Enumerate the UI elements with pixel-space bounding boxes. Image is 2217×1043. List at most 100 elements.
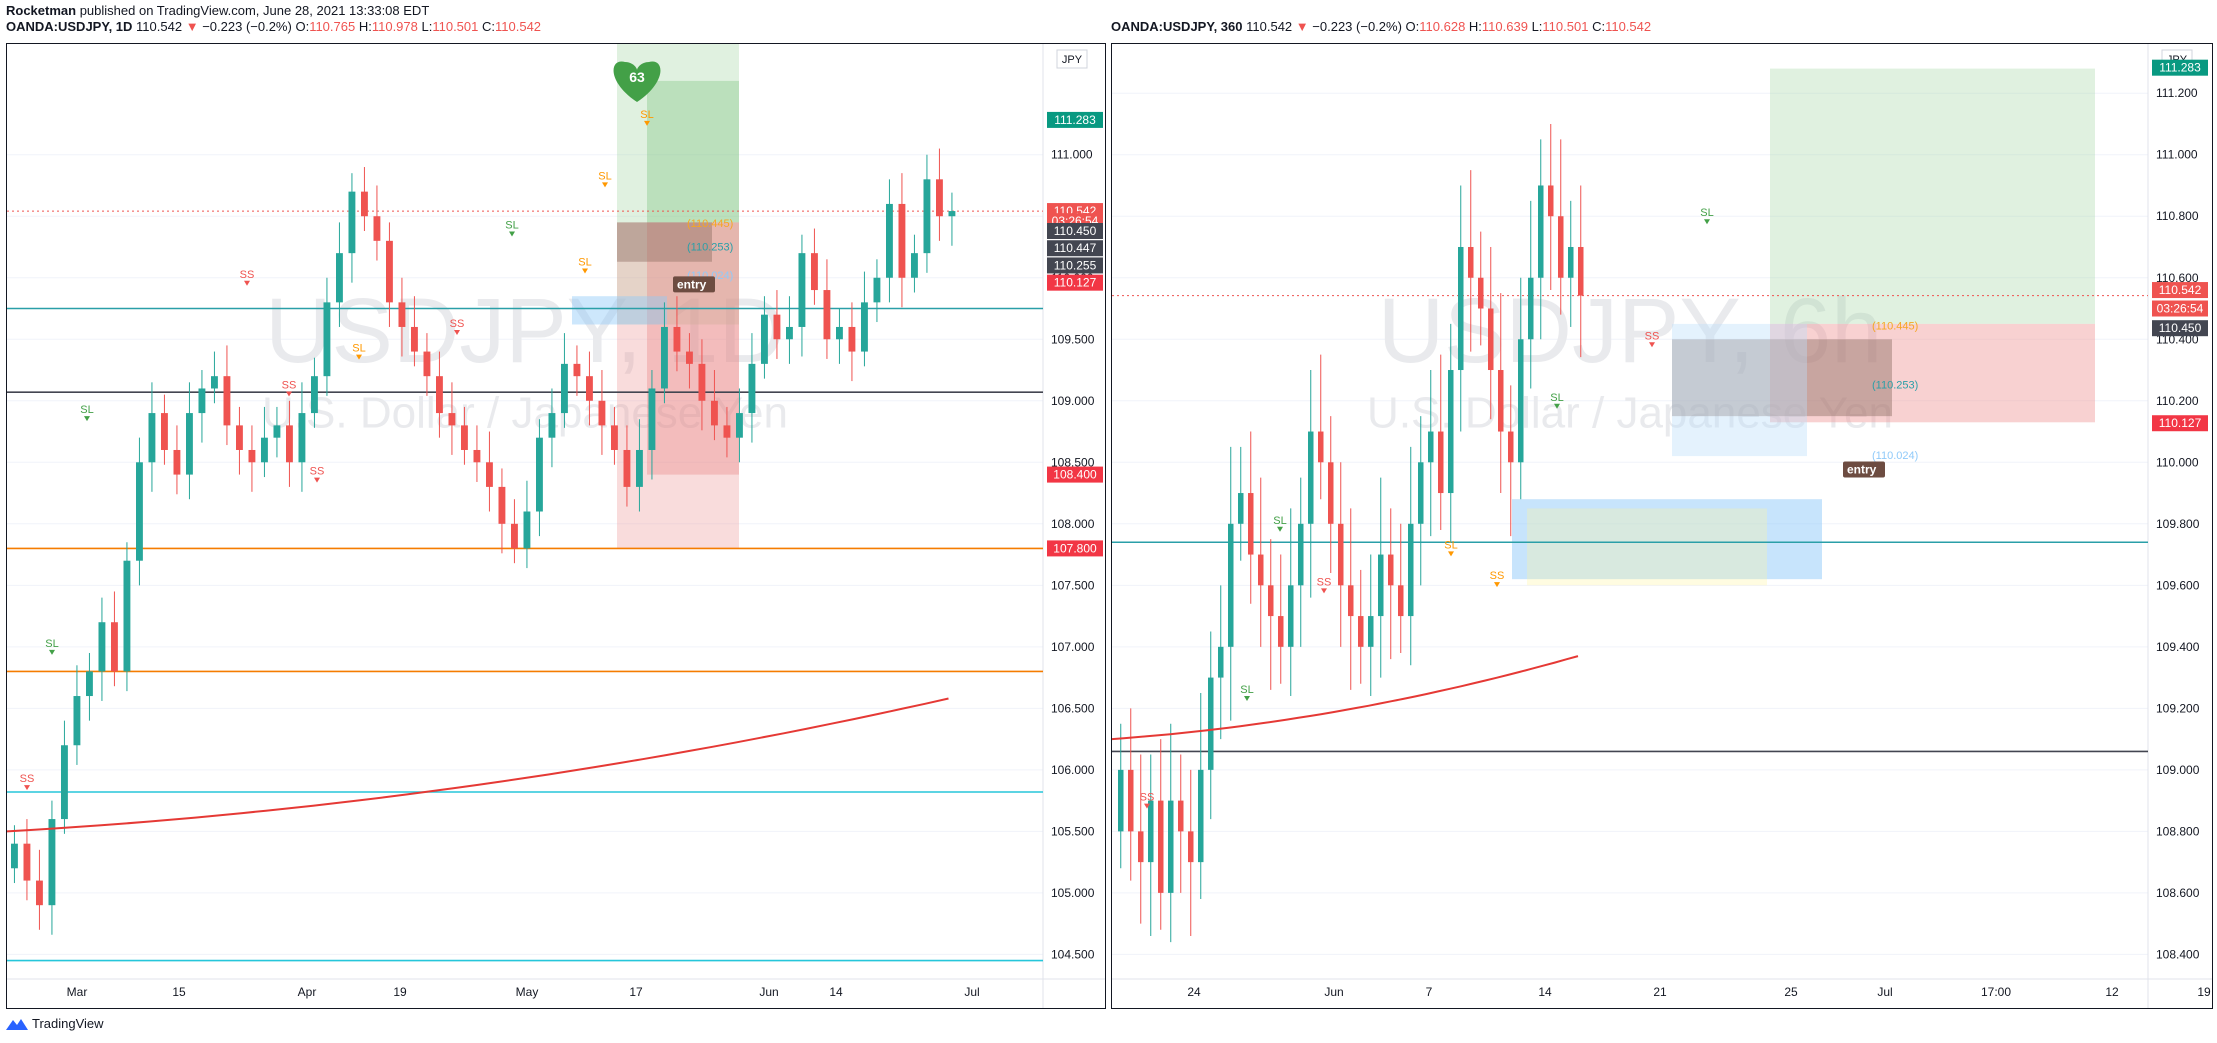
candle-body	[823, 290, 831, 340]
chart-2-low-key: L:	[1531, 19, 1543, 34]
candle-body	[923, 179, 931, 254]
y-tick-label: 109.600	[2156, 578, 2200, 592]
price-label-box	[1047, 111, 1103, 128]
candle-body	[511, 523, 518, 549]
chart-1-svg[interactable]: 111.000110.500110.000109.500109.000108.5…	[7, 44, 1105, 1008]
signal-arrow-icon	[84, 416, 90, 422]
candle-body	[1128, 769, 1134, 832]
candle-body	[1478, 277, 1484, 309]
candle-body	[48, 819, 56, 906]
candle-body	[873, 277, 881, 303]
price-label-box	[1047, 257, 1103, 274]
y-tick-label: 111.000	[1051, 148, 1093, 162]
signal-label-ss: SS	[282, 379, 297, 391]
chart-2-open-key: O:	[1405, 19, 1420, 34]
candle-body	[773, 314, 781, 340]
candle-body	[661, 326, 668, 389]
x-tick-label: May	[516, 985, 539, 999]
candle-body	[1438, 431, 1444, 494]
candle-body	[523, 511, 531, 549]
signal-label-sl: SL	[505, 220, 518, 232]
y-tick-label: 110.800	[2156, 209, 2199, 223]
signal-label-sl: SL	[598, 170, 611, 182]
chart-2-panel[interactable]: 111.200 111.000 110.800 110.600 110.400 110.2…	[1111, 43, 2213, 1009]
candle-body	[198, 388, 206, 414]
candle-body	[636, 449, 643, 487]
candle-body	[1308, 431, 1314, 524]
candle-body	[1148, 800, 1154, 863]
signal-arrow-icon	[1494, 582, 1500, 588]
candle-body	[1428, 431, 1434, 463]
signal-label-sl: SL	[640, 109, 653, 121]
price-label-box	[2152, 282, 2208, 299]
down-arrow-icon: ▼	[185, 19, 199, 34]
ema-line	[7, 697, 949, 833]
candle-body	[1458, 246, 1464, 371]
candle-body	[336, 253, 343, 303]
chart-2-close: 110.542	[1605, 19, 1652, 34]
x-tick-label: 19	[2197, 985, 2211, 999]
price-label: 110.542	[2159, 283, 2202, 297]
tradingview-logo-icon[interactable]	[6, 1018, 28, 1030]
position-zone	[647, 80, 739, 223]
chart-2-header: OANDA:USDJPY, 360 110.542 ▼ −0.223 (−0.2…	[1111, 19, 1651, 34]
candle-body	[648, 388, 656, 450]
chart-1-panel[interactable]: 111.000110.500110.000109.500109.000108.5…	[6, 43, 1106, 1009]
candle-body	[786, 326, 793, 340]
candle-body	[1328, 462, 1334, 524]
chart-2-low: 110.501	[1542, 19, 1589, 34]
y-tick-label: 107.000	[1051, 640, 1095, 654]
entry-label: entry	[1847, 463, 1877, 477]
candle-body	[211, 376, 218, 389]
chart-2-close-key: C:	[1592, 19, 1606, 34]
level-note: (110.445)	[1872, 320, 1918, 332]
candle-body	[1488, 308, 1494, 371]
entry-label: entry	[677, 277, 707, 291]
down-arrow-icon: ▼	[1295, 19, 1309, 34]
candle-body	[936, 179, 943, 217]
signal-label-sl: SL	[578, 256, 591, 268]
chart-2-svg[interactable]: 111.200111.000110.800110.600110.400110.2…	[1112, 44, 2212, 1008]
chart-1-open-key: O:	[295, 19, 310, 34]
candle-body	[561, 363, 568, 414]
signal-arrow-icon	[1448, 551, 1454, 557]
signal-label-sl: SL	[1273, 515, 1286, 527]
footer-brand[interactable]: TradingView	[32, 1016, 104, 1031]
x-tick-label: 25	[1784, 985, 1798, 999]
chart-1-open: 110.765	[309, 19, 356, 34]
chart-1-high: 110.978	[371, 19, 418, 34]
signal-arrow-icon	[509, 231, 515, 237]
candle-body	[1518, 339, 1524, 463]
publisher-author[interactable]: Rocketman	[6, 3, 77, 18]
position-zone	[1512, 499, 1822, 580]
candle-body	[536, 437, 543, 512]
price-label-box	[2152, 59, 2208, 76]
signal-label-sl: SL	[80, 404, 93, 416]
candle-body	[1278, 616, 1284, 647]
price-label: 111.283	[1054, 113, 1096, 127]
chart-2-symbol[interactable]: OANDA:USDJPY, 360	[1111, 19, 1243, 34]
candle-body	[148, 413, 156, 463]
candle-body	[1268, 585, 1274, 617]
chart-1-low: 110.501	[432, 19, 479, 34]
candle-body	[361, 191, 368, 217]
signal-arrow-icon	[1649, 342, 1655, 348]
signal-label-sl: SL	[45, 638, 58, 650]
x-tick-label: Apr	[298, 985, 317, 999]
x-tick-label: Jun	[759, 985, 778, 999]
watermark-symbol: USDJPY, 1D	[265, 280, 785, 382]
y-tick-label: 105.000	[1051, 886, 1095, 900]
y-tick-label: 110.000	[2156, 455, 2199, 469]
candle-body	[1358, 616, 1364, 647]
signal-arrow-icon	[1321, 588, 1327, 594]
candle-body	[123, 560, 131, 672]
candle-body	[448, 413, 456, 426]
signal-arrow-icon	[314, 477, 320, 483]
candle-body	[36, 880, 43, 906]
chart-1-symbol[interactable]: OANDA:USDJPY, 1D	[6, 19, 133, 34]
candle-body	[1568, 246, 1574, 278]
x-tick-label: 14	[829, 985, 843, 999]
level-note: (110.253)	[1872, 379, 1918, 391]
candle-body	[1288, 585, 1294, 647]
signal-arrow-icon	[1244, 695, 1250, 701]
